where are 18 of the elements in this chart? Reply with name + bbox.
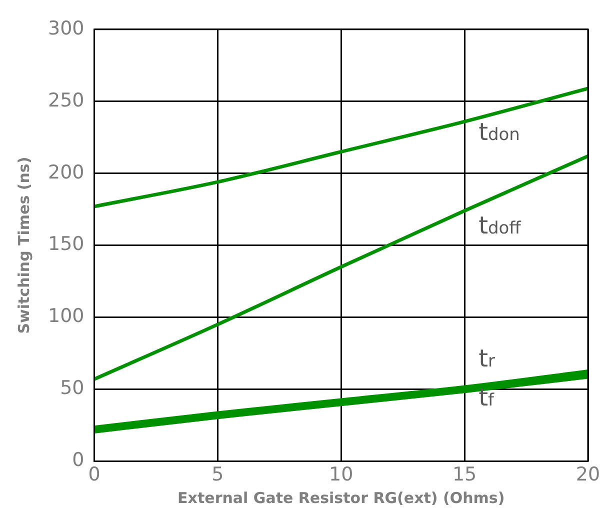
y-tick-label: 50: [60, 377, 84, 400]
x-axis-title: External Gate Resistor RG(ext) (Ohms): [178, 488, 505, 507]
y-tick-label: 100: [48, 305, 84, 328]
y-tick-label: 300: [48, 17, 84, 40]
series-label: tdoff: [478, 212, 522, 240]
y-axis-title: Switching Times (ns): [14, 156, 33, 334]
y-tick-label: 150: [48, 233, 84, 256]
x-tick-label: 10: [329, 464, 354, 486]
series-label: tf: [478, 384, 495, 412]
x-tick-label: 5: [212, 464, 224, 486]
x-tick-label: 0: [88, 464, 100, 486]
series-label: tr: [478, 344, 495, 372]
x-tick-label: 20: [576, 464, 600, 486]
y-tick-label: 250: [48, 89, 84, 112]
y-tick-label: 0: [72, 449, 84, 472]
y-tick-label: 200: [48, 161, 84, 184]
series-label: tdon: [478, 118, 520, 146]
x-tick-label: 15: [452, 464, 477, 486]
